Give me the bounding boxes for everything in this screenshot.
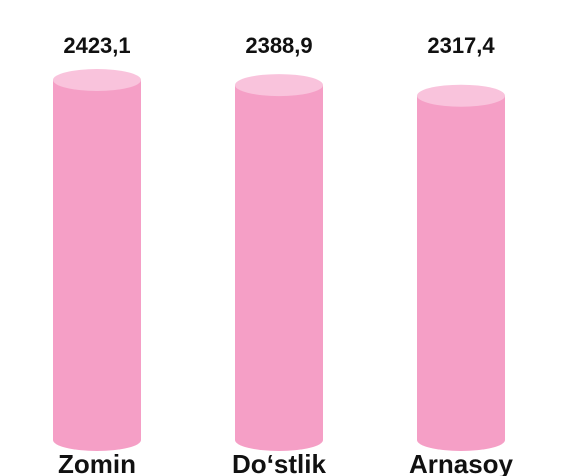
value-label: 2317,4 <box>427 33 495 58</box>
bar <box>235 85 323 452</box>
bar <box>53 80 141 451</box>
bar-top <box>53 69 141 91</box>
x-tick-label: Do‘stlik <box>232 449 326 476</box>
value-label: 2388,9 <box>245 33 312 58</box>
bar-top <box>417 84 505 107</box>
x-tick-label: Zomin <box>58 449 136 476</box>
x-tick-label: Arnasoy <box>409 449 514 476</box>
value-label: 2423,1 <box>63 33 130 58</box>
bar-top <box>235 74 323 97</box>
bar <box>417 95 505 451</box>
